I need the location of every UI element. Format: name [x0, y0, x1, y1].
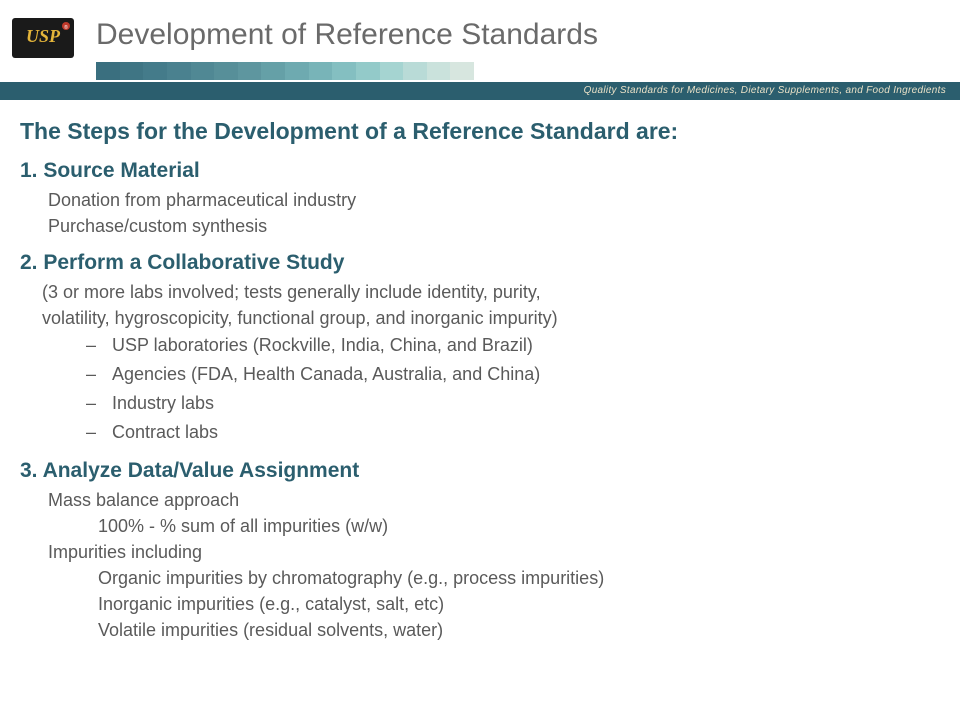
step-2-head: 2. Perform a Collaborative Study — [20, 251, 930, 275]
step-1-line: Purchase/custom synthesis — [48, 213, 930, 239]
slide: USP ® Development of Reference Standards… — [0, 0, 960, 720]
tagline: Quality Standards for Medicines, Dietary… — [584, 82, 946, 100]
intro-line: The Steps for the Development of a Refer… — [20, 118, 930, 145]
slide-title: Development of Reference Standards — [96, 18, 598, 52]
step-1-head: 1. Source Material — [20, 159, 930, 183]
dash-item: Agencies (FDA, Health Canada, Australia,… — [86, 360, 930, 389]
slide-content: The Steps for the Development of a Refer… — [20, 118, 930, 643]
step-3-line: Impurities including — [48, 539, 930, 565]
svg-text:®: ® — [64, 24, 68, 31]
stripe-segment — [427, 62, 451, 80]
usp-logo: USP ® — [12, 18, 74, 58]
step-3-line: Mass balance approach — [48, 487, 930, 513]
step-3-subline: 100% - % sum of all impurities (w/w) — [98, 513, 930, 539]
stripe-segment — [285, 62, 309, 80]
stripe-segment — [403, 62, 427, 80]
step-2-paren: volatility, hygroscopicity, functional g… — [42, 305, 930, 331]
step-2-dash-list: USP laboratories (Rockville, India, Chin… — [86, 331, 930, 446]
stripe-segment — [214, 62, 238, 80]
stripe-segment — [120, 62, 144, 80]
stripe-bar — [96, 62, 474, 80]
step-3-subline: Volatile impurities (residual solvents, … — [98, 617, 930, 643]
stripe-segment — [332, 62, 356, 80]
stripe-segment — [96, 62, 120, 80]
step-3-head: 3. Analyze Data/Value Assignment — [20, 459, 930, 483]
stripe-segment — [356, 62, 380, 80]
stripe-segment — [238, 62, 262, 80]
step-3-subline: Organic impurities by chromatography (e.… — [98, 565, 930, 591]
dash-item: Industry labs — [86, 389, 930, 418]
step-3-subline: Inorganic impurities (e.g., catalyst, sa… — [98, 591, 930, 617]
dash-item: Contract labs — [86, 418, 930, 447]
slide-header: USP ® Development of Reference Standards… — [0, 0, 960, 95]
svg-text:USP: USP — [26, 26, 61, 46]
stripe-segment — [261, 62, 285, 80]
stripe-segment — [450, 62, 474, 80]
stripe-segment — [380, 62, 404, 80]
stripe-segment — [167, 62, 191, 80]
stripe-segment — [309, 62, 333, 80]
stripe-segment — [191, 62, 215, 80]
step-1-line: Donation from pharmaceutical industry — [48, 187, 930, 213]
stripe-segment — [143, 62, 167, 80]
dash-item: USP laboratories (Rockville, India, Chin… — [86, 331, 930, 360]
step-2-paren: (3 or more labs involved; tests generall… — [42, 279, 930, 305]
